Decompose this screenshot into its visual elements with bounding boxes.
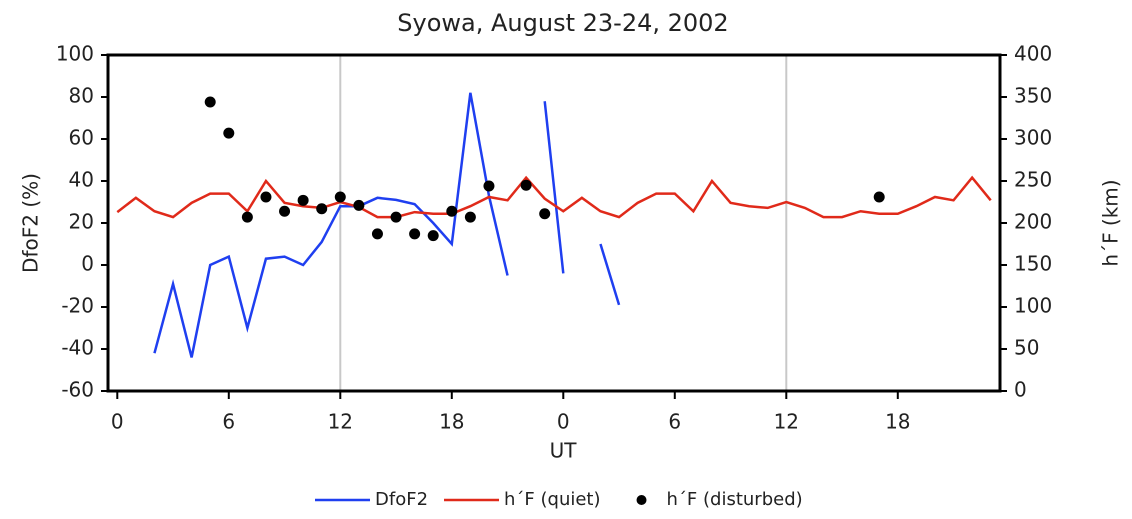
legend-label: h´F (quiet) xyxy=(504,489,601,510)
scatter-point xyxy=(223,127,235,139)
y-tick-label: -60 xyxy=(61,378,94,402)
x-axis-label: UT xyxy=(550,439,578,463)
scatter-point xyxy=(371,228,383,240)
scatter-point xyxy=(260,191,272,203)
y-tick-label: 80 xyxy=(69,84,94,108)
scatter-point xyxy=(279,205,291,217)
y-tick-label: 100 xyxy=(56,42,94,66)
line-series xyxy=(153,92,621,358)
scatter-point xyxy=(520,179,532,191)
y2-tick-label: 400 xyxy=(1014,42,1052,66)
y-tick-label: 20 xyxy=(69,210,94,234)
scatter-point xyxy=(483,180,495,192)
y-tick-label: -20 xyxy=(61,294,94,318)
scatter-point xyxy=(316,203,328,215)
y2-tick-label: 0 xyxy=(1014,378,1027,402)
x-tick-label: 6 xyxy=(222,410,235,434)
scatter-point xyxy=(297,194,309,206)
line-series xyxy=(116,175,992,219)
legend-label: DfoF2 xyxy=(375,489,428,510)
x-tick-label: 6 xyxy=(668,410,681,434)
y2-tick-label: 50 xyxy=(1014,336,1039,360)
legend-marker xyxy=(636,495,647,505)
x-tick-label: 12 xyxy=(328,410,353,434)
scatter-point xyxy=(539,208,551,220)
y2-tick-label: 100 xyxy=(1014,294,1052,318)
legend-label: h´F (disturbed) xyxy=(667,489,803,510)
y2-tick-label: 200 xyxy=(1014,210,1052,234)
y2-tick-label: 300 xyxy=(1014,126,1052,150)
plot-frame xyxy=(106,53,1002,393)
y-tick-label: -40 xyxy=(61,336,94,360)
y-tick-label: 60 xyxy=(69,126,94,150)
x-tick-label: 12 xyxy=(774,410,799,434)
scatter-point xyxy=(390,211,402,223)
y2-tick-label: 350 xyxy=(1014,84,1052,108)
y2-tick-label: 250 xyxy=(1014,168,1052,192)
scatter-point xyxy=(873,191,885,203)
x-tick-label: 0 xyxy=(111,410,124,434)
scatter-point xyxy=(464,211,476,223)
x-tick-label: 18 xyxy=(885,410,910,434)
scatter-point xyxy=(334,191,346,203)
y-axis-label: DfoF2 (%) xyxy=(19,173,43,273)
scatter-point xyxy=(427,230,439,242)
y2-tick-label: 150 xyxy=(1014,252,1052,276)
y-tick-label: 0 xyxy=(81,252,94,276)
scatter-point xyxy=(241,211,253,223)
scatter-point xyxy=(446,205,458,217)
chart-title: Syowa, August 23-24, 2002 xyxy=(397,9,728,37)
scatter-point xyxy=(409,228,421,240)
x-tick-label: 18 xyxy=(439,410,464,434)
x-tick-label: 0 xyxy=(557,410,570,434)
scatter-point xyxy=(204,96,216,108)
y-tick-label: 40 xyxy=(69,168,94,192)
y2-axis-label: h´F (km) xyxy=(1099,179,1123,266)
scatter-point xyxy=(353,199,365,211)
